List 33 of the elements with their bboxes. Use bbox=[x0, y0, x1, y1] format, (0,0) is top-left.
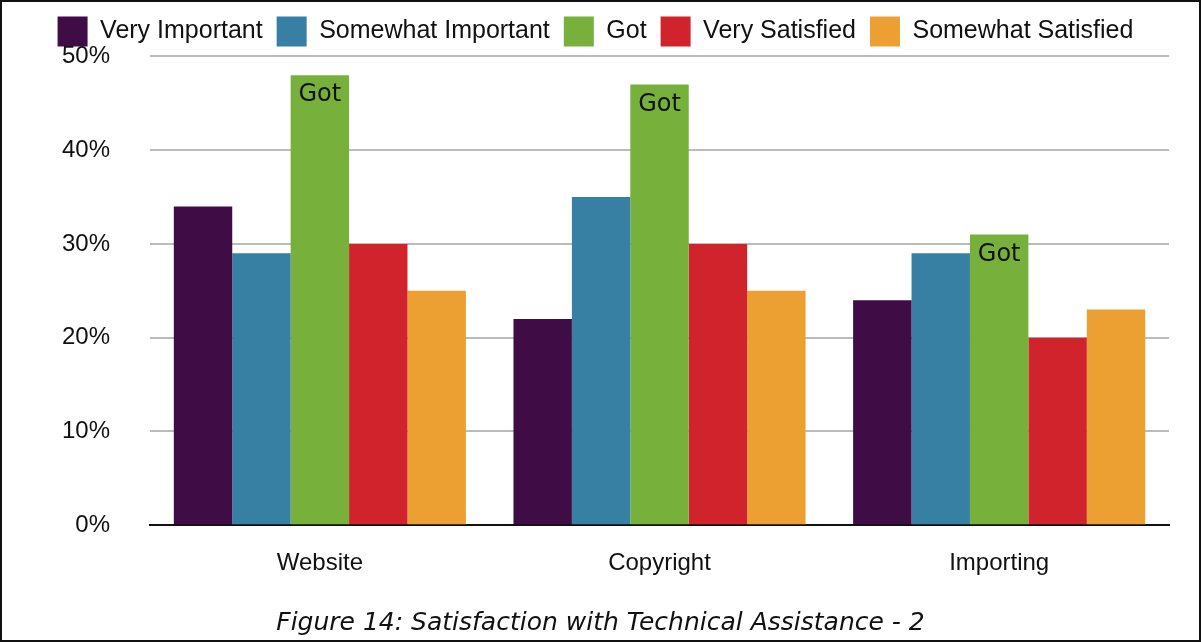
bar bbox=[911, 253, 970, 525]
x-tick-label: Importing bbox=[949, 548, 1050, 576]
bar bbox=[1028, 337, 1087, 525]
annotation: Got bbox=[298, 79, 342, 108]
bar bbox=[232, 253, 291, 525]
legend-label: Somewhat Important bbox=[319, 15, 550, 44]
bar bbox=[290, 75, 350, 525]
caption: Figure 14: Satisfaction with Technical Assistance - 2 bbox=[275, 607, 926, 636]
y-tick-label: 30% bbox=[61, 228, 111, 256]
legend-label: Got bbox=[606, 15, 647, 44]
y-tick-label: 0% bbox=[75, 509, 111, 537]
x-tick-label: Website bbox=[276, 548, 363, 576]
bar bbox=[513, 318, 572, 525]
legend-label: Very Satisfied bbox=[703, 15, 856, 44]
y-tick-label: 20% bbox=[61, 322, 111, 350]
bar bbox=[173, 206, 233, 525]
x-tick-label: Copyright bbox=[608, 548, 712, 576]
annotation: Got bbox=[977, 238, 1021, 267]
bar bbox=[630, 84, 689, 525]
annotation: Got bbox=[638, 88, 681, 117]
legend-label: Very Important bbox=[100, 15, 263, 44]
bar bbox=[349, 243, 408, 525]
bar bbox=[571, 197, 631, 525]
y-tick-label: 50% bbox=[61, 41, 111, 69]
bar bbox=[1086, 309, 1146, 525]
bar bbox=[853, 300, 912, 525]
bar bbox=[969, 234, 1029, 525]
y-tick-label: 10% bbox=[61, 416, 111, 444]
legend-label: Somewhat Satisfied bbox=[912, 15, 1134, 44]
bar bbox=[688, 243, 748, 525]
y-tick-label: 40% bbox=[61, 134, 111, 162]
bar bbox=[407, 290, 466, 525]
bar bbox=[747, 290, 806, 525]
